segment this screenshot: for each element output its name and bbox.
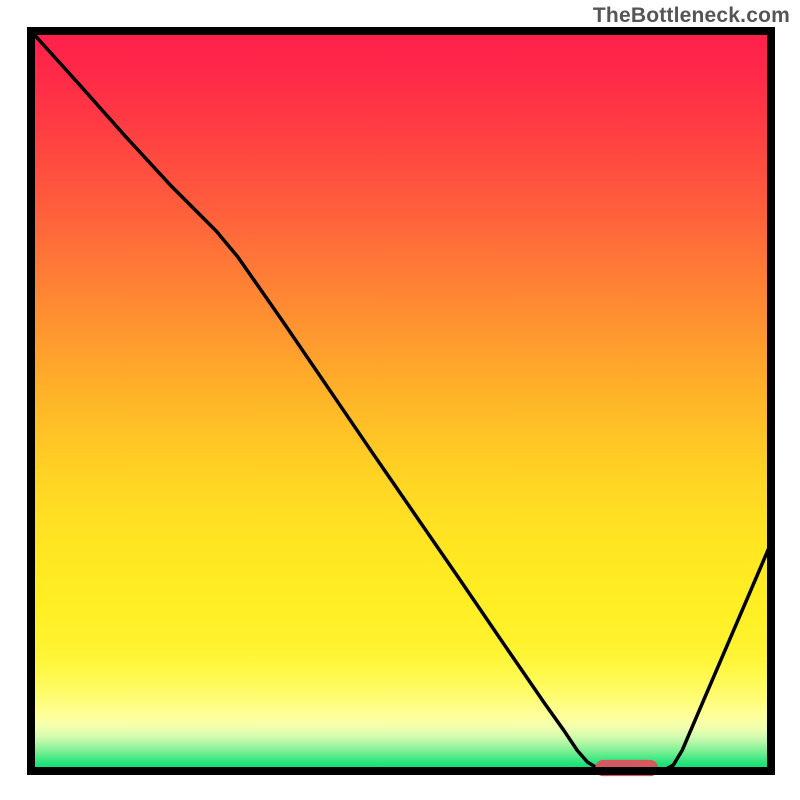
watermark-text: TheBottleneck.com [593, 4, 790, 28]
plot-background [31, 31, 771, 771]
gradient-line-chart [0, 0, 800, 800]
chart-canvas: TheBottleneck.com [0, 0, 800, 800]
